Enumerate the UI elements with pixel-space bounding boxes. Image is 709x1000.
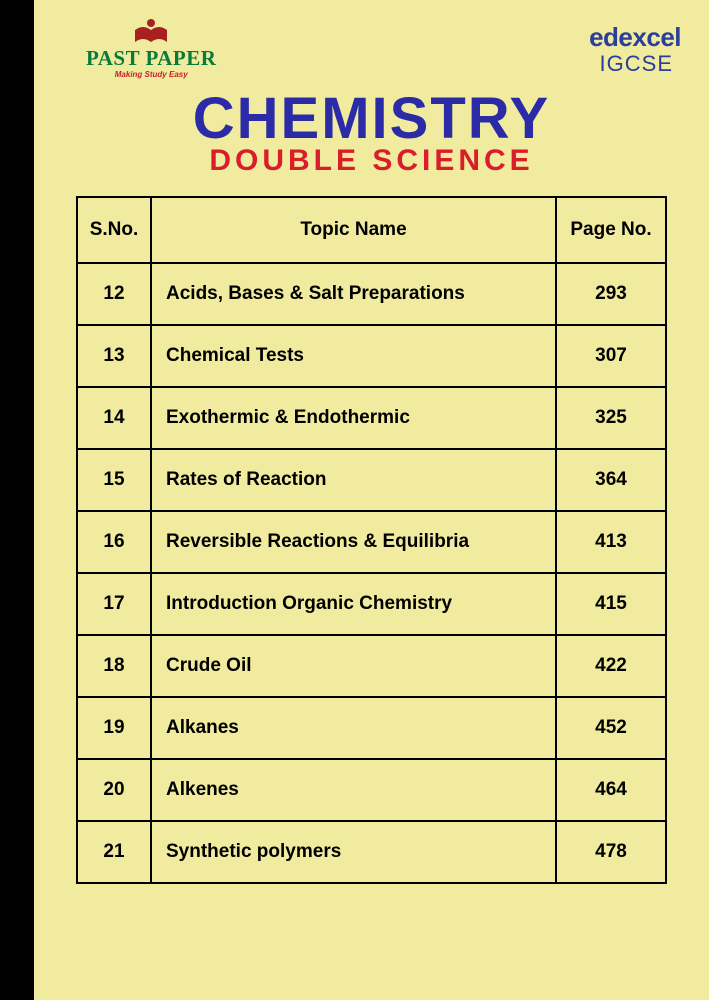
cell-page: 325: [556, 387, 666, 449]
cell-sno: 19: [77, 697, 151, 759]
cell-page: 422: [556, 635, 666, 697]
book-icon: [133, 18, 169, 44]
logo-subtitle: Making Study Easy: [115, 70, 188, 79]
header-page: Page No.: [556, 197, 666, 263]
cell-topic: Acids, Bases & Salt Preparations: [151, 263, 556, 325]
cell-sno: 16: [77, 511, 151, 573]
cell-sno: 18: [77, 635, 151, 697]
logo-text: PAST PAPER: [86, 46, 216, 71]
cell-sno: 20: [77, 759, 151, 821]
cell-topic: Crude Oil: [151, 635, 556, 697]
table-wrap: S.No. Topic Name Page No. 12Acids, Bases…: [76, 196, 667, 884]
table-row: 18Crude Oil422: [77, 635, 666, 697]
cell-topic: Rates of Reaction: [151, 449, 556, 511]
cell-topic: Alkenes: [151, 759, 556, 821]
title-sub: DOUBLE SCIENCE: [56, 144, 687, 178]
table-row: 20Alkenes464: [77, 759, 666, 821]
brand-igcse: IGCSE: [589, 51, 673, 77]
header-sno: S.No.: [77, 197, 151, 263]
cell-topic: Introduction Organic Chemistry: [151, 573, 556, 635]
cell-page: 364: [556, 449, 666, 511]
header: PAST PAPER Making Study Easy edexcel IGC…: [56, 18, 687, 79]
brand-block: edexcel IGCSE: [589, 22, 681, 77]
header-topic: Topic Name: [151, 197, 556, 263]
table-row: 19Alkanes452: [77, 697, 666, 759]
table-row: 14Exothermic & Endothermic325: [77, 387, 666, 449]
brand-edexcel: edexcel: [589, 22, 681, 53]
cell-page: 478: [556, 821, 666, 883]
left-black-bar: [0, 0, 34, 1000]
cell-page: 413: [556, 511, 666, 573]
cell-topic: Alkanes: [151, 697, 556, 759]
table-row: 16Reversible Reactions & Equilibria413: [77, 511, 666, 573]
table-row: 13Chemical Tests307: [77, 325, 666, 387]
table-row: 21Synthetic polymers478: [77, 821, 666, 883]
cell-topic: Exothermic & Endothermic: [151, 387, 556, 449]
contents-table: S.No. Topic Name Page No. 12Acids, Bases…: [76, 196, 667, 884]
cell-page: 452: [556, 697, 666, 759]
cell-sno: 15: [77, 449, 151, 511]
cell-topic: Synthetic polymers: [151, 821, 556, 883]
cell-page: 307: [556, 325, 666, 387]
cell-topic: Chemical Tests: [151, 325, 556, 387]
cell-page: 293: [556, 263, 666, 325]
table-row: 17Introduction Organic Chemistry415: [77, 573, 666, 635]
cell-sno: 21: [77, 821, 151, 883]
content-area: PAST PAPER Making Study Easy edexcel IGC…: [34, 0, 709, 1000]
title-block: CHEMISTRY DOUBLE SCIENCE: [56, 85, 687, 178]
cell-topic: Reversible Reactions & Equilibria: [151, 511, 556, 573]
table-row: 15Rates of Reaction364: [77, 449, 666, 511]
page: PAST PAPER Making Study Easy edexcel IGC…: [0, 0, 709, 1000]
cell-sno: 14: [77, 387, 151, 449]
cell-sno: 12: [77, 263, 151, 325]
cell-page: 464: [556, 759, 666, 821]
title-main: CHEMISTRY: [56, 85, 687, 152]
logo-block: PAST PAPER Making Study Easy: [86, 18, 216, 79]
cell-page: 415: [556, 573, 666, 635]
cell-sno: 13: [77, 325, 151, 387]
table-header-row: S.No. Topic Name Page No.: [77, 197, 666, 263]
cell-sno: 17: [77, 573, 151, 635]
table-row: 12Acids, Bases & Salt Preparations293: [77, 263, 666, 325]
